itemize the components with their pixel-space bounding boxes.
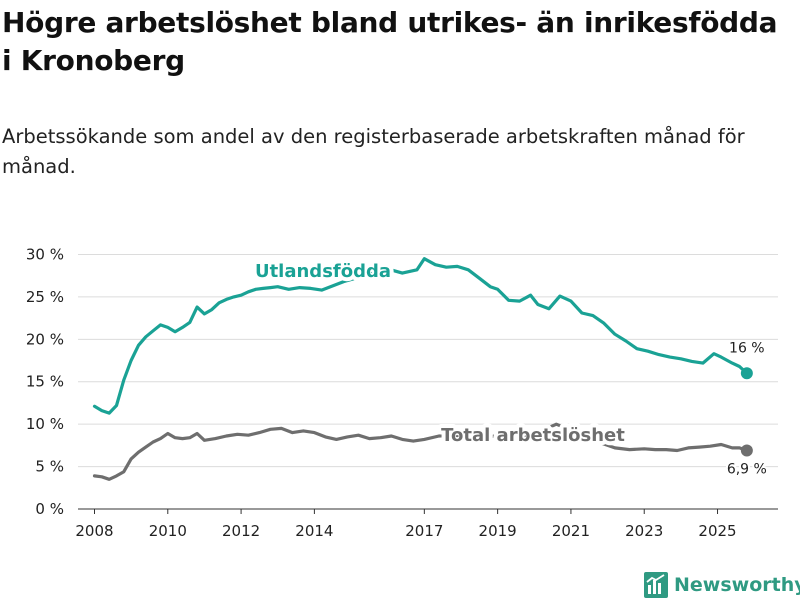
end-value-label: 16 % xyxy=(729,340,765,356)
newsworthy-logo-icon xyxy=(644,572,668,598)
x-tick-label: 2021 xyxy=(552,522,590,540)
series-line-1 xyxy=(92,422,749,481)
end-point-1 xyxy=(740,444,753,457)
x-axis: 2008 2010 2012 2014 2017 2019 2021 2023 2025 xyxy=(75,509,737,540)
y-tick-label: 30 % xyxy=(26,245,64,263)
y-axis: 0 % 5 % 10 % 15 % 20 % 25 % 30 % xyxy=(26,245,64,518)
y-tick-label: 10 % xyxy=(26,415,64,433)
line-chart: 0 %5 %10 %15 %20 %25 %30 % 2008 2010 2012 2… xyxy=(26,245,778,540)
y-tick-label: 20 % xyxy=(26,330,64,348)
series-line-0 xyxy=(92,257,749,415)
end-point-0 xyxy=(740,367,753,380)
y-tick-label: 25 % xyxy=(26,288,64,306)
series-name-label: Total arbetslöshet xyxy=(441,425,625,446)
x-tick-label: 2025 xyxy=(698,522,736,540)
gridlines xyxy=(78,253,778,510)
x-tick-label: 2012 xyxy=(222,522,260,540)
series-lines xyxy=(92,257,753,481)
y-tick-label: 0 % xyxy=(35,500,64,518)
series-name-label: Utlandsfödda xyxy=(255,261,391,282)
series-labels: Utlandsfödda Total arbetslöshet 16 % 6,9 % xyxy=(251,257,769,479)
x-tick-label: 2019 xyxy=(479,522,517,540)
end-value-label: 6,9 % xyxy=(727,461,767,477)
brand-logo[interactable]: Newsworthy xyxy=(644,570,800,600)
x-tick-label: 2010 xyxy=(149,522,187,540)
chart-title: Högre arbetslöshet bland utrikes- än inr… xyxy=(2,6,778,77)
x-tick-label: 2008 xyxy=(75,522,113,540)
brand-name: Newsworthy xyxy=(674,574,800,596)
x-tick-label: 2014 xyxy=(295,522,333,540)
y-tick-label: 5 % xyxy=(35,458,64,476)
x-tick-label: 2017 xyxy=(405,522,443,540)
y-tick-label: 15 % xyxy=(26,373,64,391)
x-tick-label: 2023 xyxy=(625,522,663,540)
chart-subtitle: Arbetssökande som andel av den registerb… xyxy=(2,125,745,178)
